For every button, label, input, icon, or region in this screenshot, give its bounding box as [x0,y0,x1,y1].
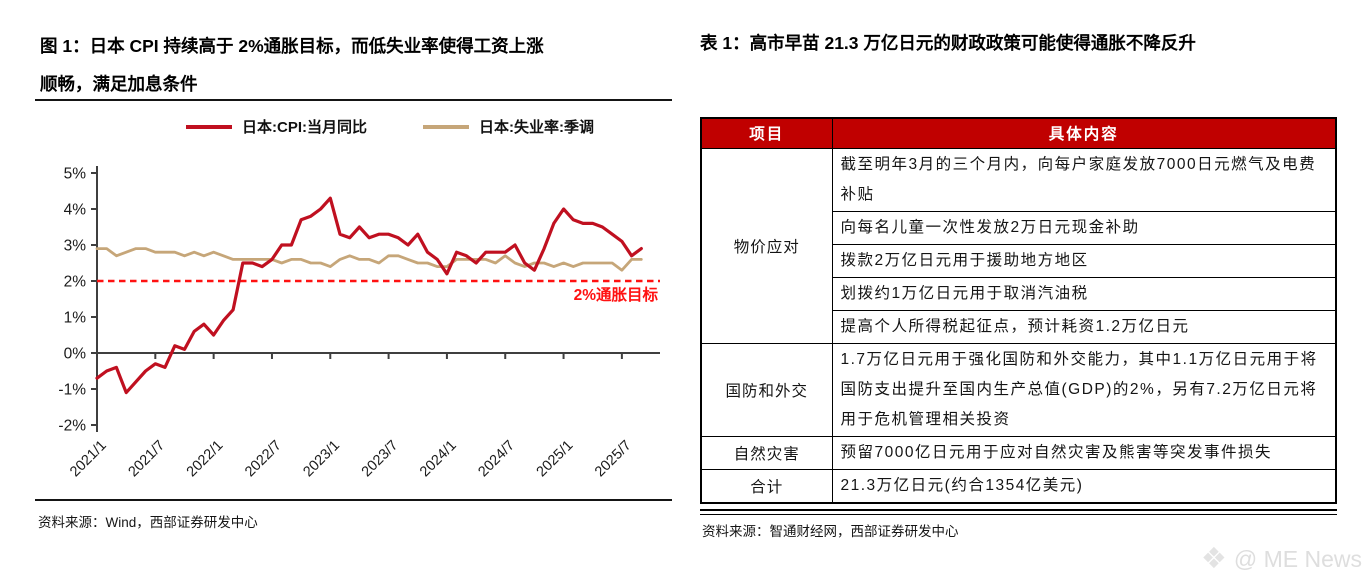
table-source: 资料来源：智通财经网，西部证券研发中心 [702,524,959,539]
figure-title-line1: 图 1：日本 CPI 持续高于 2%通胀目标，而低失业率使得工资上涨 [40,36,544,56]
svg-text:2%: 2% [64,274,87,291]
content-cell: 1.7万亿日元用于强化国防和外交能力，其中1.1万亿日元用于将国防支出提升至国内… [831,342,1337,437]
header-cell-content: 具体内容 [831,117,1337,149]
legend-label-unemployment: 日本:失业率:季调 [479,119,594,136]
table-row: 合计 21.3万亿日元(约合1354亿美元) [700,468,1337,503]
svg-text:-2%: -2% [58,418,86,435]
svg-text:2022/7: 2022/7 [242,438,285,481]
svg-text:2023/7: 2023/7 [359,438,402,481]
category-cell: 合计 [700,468,833,503]
svg-text:3%: 3% [64,238,87,255]
legend-item-unemployment: 日本:失业率:季调 [423,116,594,137]
table-body: 物价应对 截至明年3月的三个月内，向每户家庭发放7000日元燃气及电费补贴 向每名儿… [700,147,1337,503]
table-row: 物价应对 截至明年3月的三个月内，向每户家庭发放7000日元燃气及电费补贴 [700,147,1337,344]
svg-text:2021/7: 2021/7 [125,438,168,481]
svg-text:2023/1: 2023/1 [300,438,343,481]
figure-title-line2: 顺畅，满足加息条件 [40,74,198,94]
header-cell-category: 项目 [700,117,833,149]
svg-text:0%: 0% [64,346,87,363]
content-cell: 划拨约1万亿日元用于取消汽油税 [831,276,1337,311]
legend-label-cpi: 日本:CPI:当月同比 [242,119,367,136]
svg-text:1%: 1% [64,310,87,327]
figure-title-divider [35,99,672,101]
category-cell: 自然灾害 [700,435,833,470]
figure-bottom-divider [35,499,672,501]
svg-text:4%: 4% [64,202,87,219]
legend-item-cpi: 日本:CPI:当月同比 [186,116,367,137]
table-header-row: 项目 具体内容 [700,117,1337,149]
fiscal-policy-table: 项目 具体内容 物价应对 截至明年3月的三个月内，向每户家庭发放7000日元燃气及… [700,117,1337,504]
svg-text:2024/7: 2024/7 [475,438,518,481]
content-cell: 提高个人所得税起征点，预计耗资1.2万亿日元 [831,309,1337,344]
table-row: 自然灾害 预留7000亿日元用于应对自然灾害及熊害等突发事件损失 [700,435,1337,470]
content-cell: 截至明年3月的三个月内，向每户家庭发放7000日元燃气及电费补贴 [831,147,1337,212]
category-cell: 国防和外交 [700,342,833,437]
figure-title: 图 1：日本 CPI 持续高于 2%通胀目标，而低失业率使得工资上涨 顺畅，满足… [40,27,670,103]
category-cell: 物价应对 [700,147,833,344]
inflation-target-annotation: 2%通胀目标 [574,286,659,304]
svg-text:2024/1: 2024/1 [417,438,460,481]
unemployment-line-swatch-icon [423,124,469,129]
svg-text:2021/1: 2021/1 [67,438,110,481]
content-cell: 21.3万亿日元(约合1354亿美元) [831,468,1337,503]
cpi-unemployment-line-chart: 5% 4% 3% 2% 1% 0% -1% -2% 2021/1 2021/7 2022/1 2022… [58,166,660,481]
table-bottom-double-rule [700,509,1337,515]
table-title: 表 1：高市早苗 21.3 万亿日元的财政政策可能使得通胀不降反升 [700,33,1196,53]
svg-text:-1%: -1% [58,382,86,399]
table-row: 国防和外交 1.7万亿日元用于强化国防和外交能力，其中1.1万亿日元用于将国防支出… [700,342,1337,437]
diamond-logo-icon: ❖ [1200,543,1227,575]
content-cell: 预留7000亿日元用于应对自然灾害及熊害等突发事件损失 [831,435,1337,470]
watermark-text: @ ME News [1233,546,1362,572]
chart-legend: 日本:CPI:当月同比 日本:失业率:季调 [120,116,660,137]
svg-text:2025/7: 2025/7 [592,438,635,481]
table-row: 提高个人所得税起征点，预计耗资1.2万亿日元 [701,309,1337,344]
svg-text:2025/1: 2025/1 [534,438,577,481]
content-cell: 向每名儿童一次性发放2万日元现金补助 [831,210,1337,245]
svg-text:2022/1: 2022/1 [184,438,227,481]
cpi-line-swatch-icon [186,124,232,129]
table-row: 拨款2万亿日元用于援助地方地区 [701,243,1337,278]
content-cell: 拨款2万亿日元用于援助地方地区 [831,243,1337,278]
watermark: ❖ @ ME News [1201,545,1362,574]
figure-source: 资料来源：Wind，西部证券研发中心 [38,515,258,530]
svg-text:5%: 5% [64,166,87,183]
